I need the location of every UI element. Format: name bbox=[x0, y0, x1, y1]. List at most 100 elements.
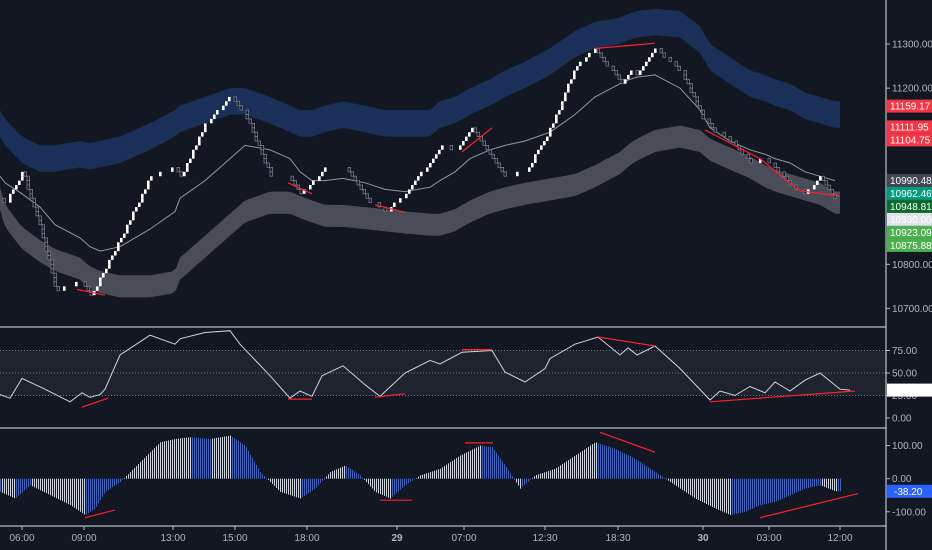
histogram-bar bbox=[438, 469, 439, 479]
histogram-bar bbox=[176, 438, 177, 479]
renko-up-brick bbox=[579, 61, 582, 67]
histogram-bar bbox=[490, 446, 491, 479]
renko-up-brick bbox=[576, 66, 579, 71]
renko-up-brick bbox=[12, 189, 15, 194]
histogram-tick-label: -100.00 bbox=[892, 507, 926, 518]
upper-band bbox=[0, 8, 840, 172]
renko-down-brick bbox=[497, 162, 501, 168]
histogram-bar bbox=[276, 478, 277, 488]
histogram-bar bbox=[516, 478, 517, 483]
renko-up-brick bbox=[531, 163, 534, 168]
histogram-bar bbox=[342, 466, 343, 479]
histogram-bar bbox=[744, 478, 745, 512]
histogram-bar bbox=[766, 478, 767, 504]
histogram-bar bbox=[740, 478, 741, 513]
histogram-bar bbox=[822, 478, 823, 487]
histogram-bar bbox=[372, 478, 373, 489]
histogram-bar bbox=[62, 478, 63, 502]
histogram-bar bbox=[304, 478, 305, 496]
renko-up-brick bbox=[405, 193, 408, 199]
histogram-pane[interactable] bbox=[0, 431, 859, 519]
histogram-bar bbox=[566, 461, 567, 479]
histogram-bar bbox=[718, 478, 719, 510]
histogram-bar bbox=[556, 468, 557, 479]
histogram-bar bbox=[188, 437, 189, 479]
histogram-bar bbox=[576, 454, 577, 479]
renko-up-brick bbox=[471, 127, 474, 133]
renko-down-brick bbox=[662, 52, 666, 58]
histogram-bar bbox=[676, 478, 677, 486]
oscillator-divergence-line bbox=[81, 397, 109, 408]
renko-up-brick bbox=[654, 48, 657, 53]
histogram-bar bbox=[114, 478, 115, 486]
renko-down-brick bbox=[35, 211, 39, 217]
price-tag bbox=[887, 173, 932, 187]
renko-down-brick bbox=[488, 149, 492, 155]
histogram-bar bbox=[318, 478, 319, 486]
histogram-bar bbox=[840, 478, 841, 492]
renko-up-brick bbox=[204, 127, 207, 133]
histogram-bar bbox=[28, 478, 29, 488]
renko-down-brick bbox=[23, 171, 27, 177]
renko-down-brick bbox=[299, 188, 303, 195]
renko-down-brick bbox=[722, 131, 726, 137]
renko-down-brick bbox=[491, 153, 495, 159]
histogram-bar bbox=[40, 478, 41, 491]
renko-up-brick bbox=[534, 158, 537, 163]
renko-up-brick bbox=[627, 74, 630, 80]
time-tick-label: 03:00 bbox=[756, 533, 781, 544]
histogram-bar bbox=[818, 478, 819, 486]
histogram-bar bbox=[634, 458, 635, 479]
histogram-bar bbox=[578, 453, 579, 479]
histogram-bar bbox=[382, 478, 383, 495]
time-tick-label: 06:00 bbox=[9, 533, 34, 544]
histogram-bar bbox=[256, 464, 257, 479]
renko-up-brick bbox=[105, 268, 108, 274]
histogram-bar bbox=[210, 438, 211, 479]
histogram-bar bbox=[56, 478, 57, 499]
histogram-bar bbox=[380, 478, 381, 495]
histogram-bar bbox=[794, 478, 795, 494]
price-pane[interactable] bbox=[0, 8, 841, 298]
histogram-bar bbox=[344, 465, 345, 479]
histogram-bar bbox=[746, 478, 747, 512]
renko-down-brick bbox=[368, 197, 372, 203]
price-tick-label: 11300.00 bbox=[892, 40, 932, 51]
histogram-bar bbox=[66, 478, 67, 504]
renko-up-brick bbox=[435, 154, 438, 159]
price-tag bbox=[887, 133, 932, 147]
price-divergence-line bbox=[374, 204, 406, 213]
price-axis[interactable]: 11300.00 11200.00 10800.00 10700.00 11159.17… bbox=[886, 40, 932, 519]
histogram-bar bbox=[208, 438, 209, 479]
renko-down-brick bbox=[26, 184, 30, 190]
histogram-bar bbox=[48, 478, 49, 495]
histogram-bar bbox=[272, 478, 273, 484]
histogram-bar bbox=[222, 436, 223, 479]
histogram-bar bbox=[190, 437, 191, 479]
histogram-bar bbox=[462, 454, 463, 479]
renko-up-brick bbox=[573, 74, 576, 80]
histogram-bar bbox=[232, 436, 233, 479]
renko-up-brick bbox=[414, 180, 417, 185]
oscillator-divergence-line bbox=[709, 390, 856, 403]
histogram-bar bbox=[658, 474, 659, 479]
price-tag-label: 10923.09 bbox=[890, 228, 932, 239]
histogram-bar bbox=[568, 460, 569, 479]
histogram-bar bbox=[106, 478, 107, 492]
price-tag-label: 10930.00 bbox=[890, 215, 932, 226]
histogram-bar bbox=[128, 474, 129, 479]
price-tag-label: 10962.46 bbox=[890, 189, 932, 200]
histogram-bar bbox=[404, 478, 405, 487]
histogram-bar bbox=[590, 445, 591, 479]
renko-up-brick bbox=[204, 123, 207, 128]
renko-down-brick bbox=[47, 255, 51, 261]
renko-up-brick bbox=[561, 105, 564, 111]
histogram-bar bbox=[390, 478, 391, 499]
histogram-bar bbox=[678, 478, 679, 488]
oscillator-pane[interactable] bbox=[0, 330, 886, 408]
time-axis[interactable]: 06:00 09:00 13:00 15:00 18:00 29 07:00 12:30 18:… bbox=[9, 526, 853, 544]
renko-up-brick bbox=[546, 136, 549, 141]
histogram-bar bbox=[826, 478, 827, 488]
histogram-bar bbox=[640, 462, 641, 479]
